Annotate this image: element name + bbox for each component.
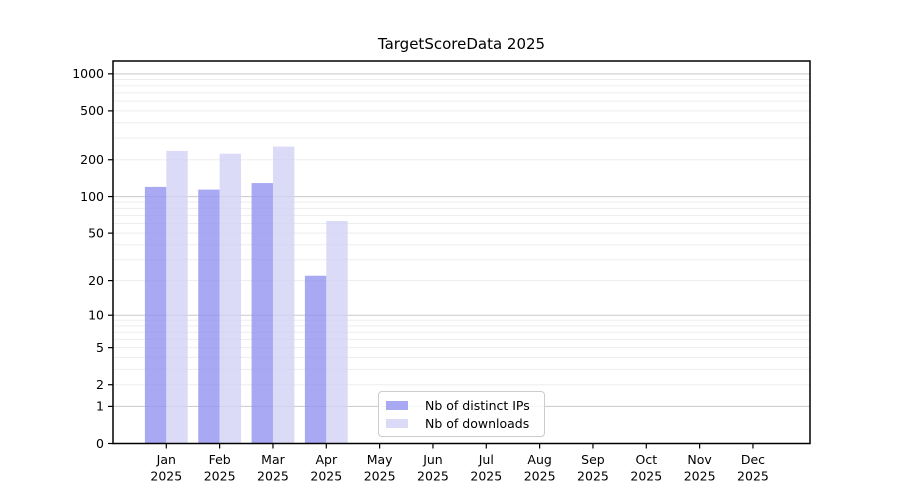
y-tick-label: 2 [96, 377, 104, 392]
plot-border [112, 60, 811, 445]
legend-label-downloads: Nb of downloads [425, 415, 530, 431]
x-tick-label: Jul 2025 [470, 452, 502, 484]
bar-distinct-ips [198, 189, 220, 444]
y-tick-label: 5 [96, 340, 104, 355]
x-tick-label: Aug 2025 [524, 452, 556, 484]
y-tick-label: 20 [88, 273, 104, 288]
y-tick-label: 500 [80, 103, 104, 118]
legend-label-ips: Nb of distinct IPs [425, 398, 530, 414]
bar-distinct-ips [251, 183, 273, 444]
y-tick-label: 10 [88, 308, 104, 323]
y-tick-label: 100 [80, 189, 104, 204]
legend-item-downloads: Nb of downloads [386, 415, 535, 432]
y-tick-label: 1000 [72, 66, 104, 81]
x-tick-label: May 2025 [364, 452, 396, 484]
y-tick-label: 0 [96, 436, 104, 451]
x-tick-label: Mar 2025 [257, 452, 289, 484]
x-tick-label: Oct 2025 [630, 452, 662, 484]
bar-distinct-ips [304, 275, 327, 444]
x-tick-label: Jan 2025 [150, 452, 182, 484]
y-tick-label: 200 [80, 152, 104, 167]
bar-distinct-ips [144, 186, 167, 444]
bar-downloads [166, 150, 188, 444]
bar-downloads [219, 153, 242, 444]
chart-title: TargetScoreData 2025 [377, 35, 546, 53]
x-tick-label: Sep 2025 [577, 452, 609, 484]
bar-downloads [326, 220, 348, 444]
y-tick-label: 1 [96, 399, 104, 414]
x-tick-label: Apr 2025 [310, 452, 342, 484]
legend: Nb of distinct IPs Nb of downloads [378, 391, 545, 437]
x-tick-label: Feb 2025 [204, 452, 236, 484]
y-tick-label: 50 [88, 225, 104, 240]
x-tick-label: Jun 2025 [417, 452, 449, 484]
legend-color-swatch-downloads [386, 418, 408, 428]
x-tick-label: Nov 2025 [684, 452, 716, 484]
legend-color-swatch-ips [386, 401, 408, 411]
bar-downloads [272, 146, 295, 444]
legend-item-distinct-ips: Nb of distinct IPs [386, 397, 535, 414]
x-tick-label: Dec 2025 [737, 452, 769, 484]
